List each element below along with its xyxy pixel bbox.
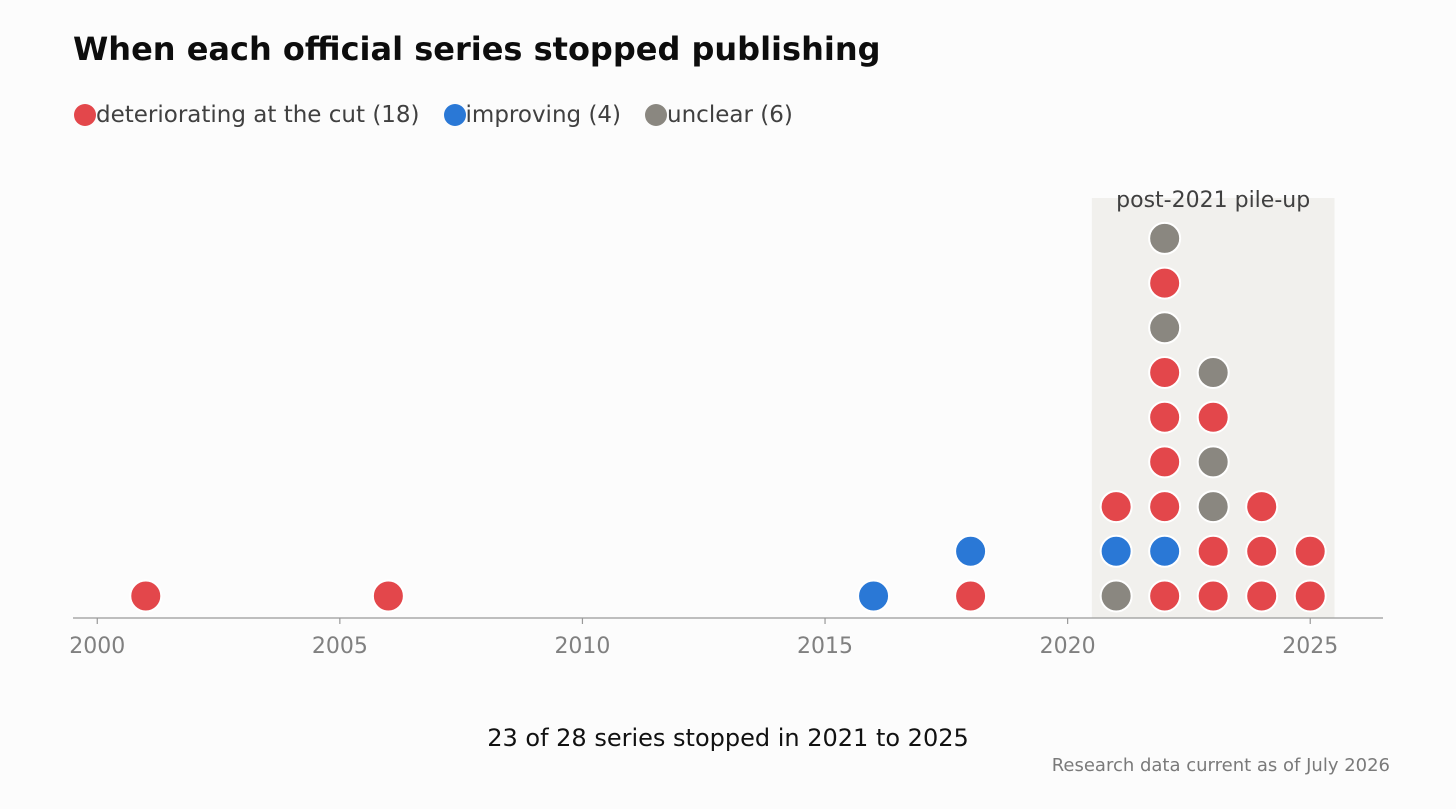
dot-unclear: [1148, 311, 1182, 345]
dot-deteriorating: [1148, 579, 1182, 613]
dot-deteriorating: [1099, 490, 1133, 524]
dot-deteriorating: [1196, 534, 1230, 568]
dot-deteriorating: [1245, 579, 1279, 613]
dot-deteriorating: [1148, 400, 1182, 434]
dot-deteriorating: [954, 579, 988, 613]
legend: deteriorating at the cut (18) improving …: [74, 102, 817, 128]
dot-improving: [1099, 534, 1133, 568]
chart-caption: 23 of 28 series stopped in 2021 to 2025: [487, 724, 969, 752]
dot-deteriorating: [1293, 579, 1327, 613]
x-tick-label: 2020: [1040, 634, 1096, 659]
legend-label-unclear: unclear (6): [667, 102, 793, 128]
dot-unclear: [1196, 490, 1230, 524]
chart-title: When each official series stopped publis…: [73, 30, 881, 68]
dot-deteriorating: [1148, 266, 1182, 300]
data-note: Research data current as of July 2026: [1051, 755, 1390, 776]
legend-swatch-deteriorating: [74, 104, 96, 126]
legend-label-improving: improving (4): [465, 102, 622, 128]
dot-deteriorating: [1196, 400, 1230, 434]
x-tick-label: 2025: [1282, 634, 1338, 659]
dot-deteriorating: [1148, 445, 1182, 479]
legend-item-unclear: unclear (6): [645, 102, 793, 128]
dot-unclear: [1148, 221, 1182, 255]
legend-swatch-unclear: [645, 104, 668, 126]
dot-improving: [857, 579, 891, 613]
dot-unclear: [1099, 579, 1133, 613]
x-tick-label: 2010: [554, 634, 610, 659]
legend-item-deteriorating: deteriorating at the cut (18): [74, 102, 420, 128]
dot-deteriorating: [1245, 534, 1279, 568]
dot-deteriorating: [129, 579, 163, 613]
legend-swatch-improving: [443, 104, 466, 126]
x-tick-label: 2005: [312, 634, 368, 659]
legend-label-deteriorating: deteriorating at the cut (18): [96, 102, 420, 128]
dot-improving: [1148, 534, 1182, 568]
dots-group: [129, 221, 1327, 613]
dot-improving: [954, 534, 988, 568]
highlight-band-label: post-2021 pile-up: [1116, 188, 1310, 213]
dot-deteriorating: [1148, 490, 1182, 524]
x-tick-label: 2000: [69, 634, 125, 659]
dot-deteriorating: [371, 579, 405, 613]
legend-item-improving: improving (4): [443, 102, 622, 128]
dot-deteriorating: [1148, 356, 1182, 389]
dot-deteriorating: [1196, 579, 1230, 613]
dot-unclear: [1196, 445, 1230, 479]
dot-deteriorating: [1245, 490, 1279, 524]
dot-unclear: [1196, 356, 1230, 389]
x-tick-label: 2015: [797, 634, 853, 659]
x-axis-ticks: 2000 2005 2010 2015 2020 2025: [69, 618, 1338, 659]
dot-deteriorating: [1293, 534, 1327, 568]
